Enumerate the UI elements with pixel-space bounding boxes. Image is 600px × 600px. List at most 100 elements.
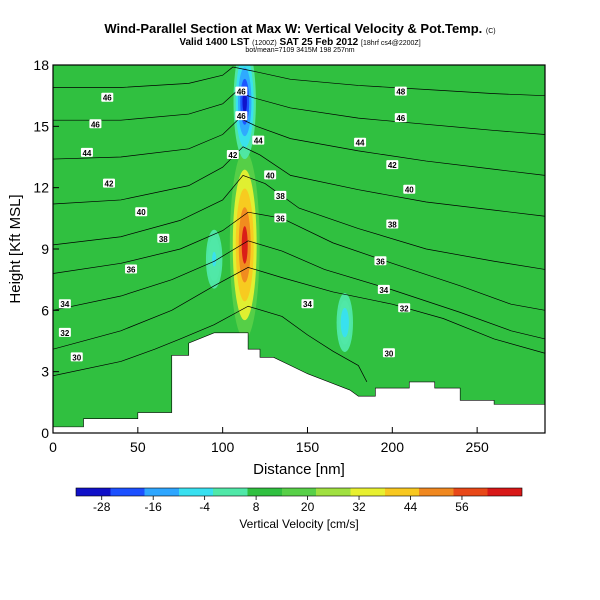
y-tick-label-15: 15 — [33, 118, 49, 134]
contour-label-text: 36 — [276, 214, 285, 223]
contour-label-text: 48 — [396, 88, 405, 97]
y-axis: 0 3 6 9 12 15 18 — [33, 57, 59, 441]
y-tick-label-6: 6 — [41, 302, 49, 318]
contour-label-1: 46 — [89, 119, 102, 129]
plot-area: 46 46 44 42 40 38 36 34 32 30 46 46 44 42 40 38 36 34 48 46… — [53, 65, 545, 433]
colorbar — [75, 487, 523, 497]
velocity-level-0-4 — [241, 226, 248, 264]
x-tick-label-200: 200 — [381, 439, 405, 455]
contour-label-12: 44 — [252, 135, 265, 146]
contour-label-3: 42 — [102, 178, 115, 189]
colorbar-tick-label--28: -28 — [93, 500, 111, 514]
terrain — [53, 332, 545, 433]
contour-label-14: 40 — [264, 170, 277, 180]
x-axis-title: Distance [nm] — [253, 461, 345, 478]
contour-label-text: 36 — [376, 257, 385, 266]
y-tick-label-3: 3 — [41, 364, 49, 380]
x-tick-label-50: 50 — [130, 439, 146, 455]
contour-label-text: 40 — [137, 208, 146, 217]
contour-label-text: 38 — [159, 235, 168, 244]
velocity-level-3-4 — [212, 251, 217, 267]
contour-label-16: 36 — [274, 213, 287, 223]
x-tick-label-0: 0 — [49, 439, 57, 455]
contour-label-text: 38 — [276, 192, 285, 201]
isentrope-44 — [53, 91, 545, 135]
contour-label-5: 38 — [157, 233, 170, 244]
contour-label-22: 40 — [403, 184, 416, 195]
contour-label-18: 48 — [394, 86, 407, 97]
y-tick-label-9: 9 — [41, 241, 49, 257]
contour-label-13: 42 — [226, 149, 239, 160]
contour-label-21: 42 — [386, 160, 399, 170]
contour-label-24: 36 — [374, 256, 387, 266]
colorbar-tick-label-8: 8 — [253, 500, 260, 514]
contour-label-9: 30 — [70, 352, 83, 362]
colorbar-tick-label-32: 32 — [352, 500, 366, 514]
contour-label-text: 46 — [396, 114, 405, 123]
contour-label-text: 46 — [91, 120, 100, 129]
contour-label-7: 34 — [58, 299, 71, 309]
x-axis: 0 50 100 150 200 250 — [49, 427, 489, 455]
contour-label-19: 46 — [394, 113, 407, 123]
contour-label-4: 40 — [135, 207, 148, 217]
y-tick-label-12: 12 — [33, 180, 49, 196]
isentrope-contours — [53, 66, 545, 383]
chart-title: Wind-Parallel Section at Max W: Vertical… — [104, 21, 496, 36]
y-tick-label-18: 18 — [33, 57, 49, 73]
contour-label-text: 32 — [60, 329, 69, 338]
contour-label-text: 46 — [237, 112, 246, 121]
colorbar-ticks: -28 -16 -4 8 20 32 44 56 — [93, 496, 469, 514]
velocity-level-2-4 — [342, 315, 347, 330]
contour-label-text: 40 — [405, 186, 414, 195]
x-tick-label-250: 250 — [465, 439, 489, 455]
contour-label-2: 44 — [80, 147, 93, 158]
velocity-feature-downdraft-mid — [203, 222, 225, 297]
contour-label-25: 34 — [377, 284, 390, 295]
colorbar-tick-label-44: 44 — [404, 500, 418, 514]
colorbar-tick-label-20: 20 — [301, 500, 315, 514]
y-tick-label-0: 0 — [41, 425, 49, 441]
contour-label-text: 34 — [379, 286, 388, 295]
contour-label-text: 42 — [105, 180, 114, 189]
contour-label-6: 36 — [125, 264, 138, 274]
velocity-feature-downdraft-lee — [334, 285, 356, 360]
isentrope-46 — [53, 66, 545, 97]
contour-label-11: 46 — [235, 111, 248, 121]
contour-labels: 46 46 44 42 40 38 36 34 32 30 46 46 44 42 40 38 36 34 48 46… — [58, 86, 416, 362]
contour-label-0: 46 — [101, 92, 114, 103]
contour-label-text: 44 — [254, 137, 263, 146]
colorbar-tick-label--16: -16 — [145, 500, 163, 514]
contour-label-27: 30 — [382, 348, 395, 358]
isentrope-34 — [53, 240, 545, 340]
contour-label-10: 46 — [235, 86, 248, 97]
contour-label-text: 34 — [60, 300, 69, 309]
contour-label-text: 42 — [388, 161, 397, 170]
contour-label-text: 40 — [266, 171, 275, 180]
colorbar-tick-label-56: 56 — [455, 500, 469, 514]
x-tick-label-150: 150 — [296, 439, 320, 455]
y-axis-title: Height [Kft MSL] — [7, 194, 24, 303]
velocity-feature-updraft-core — [229, 150, 260, 339]
chart-subtitle: Valid 1400 LST (1200Z) SAT 25 Feb 2012 [… — [179, 37, 421, 48]
contour-label-8: 32 — [58, 327, 71, 338]
contour-label-23: 38 — [386, 219, 399, 229]
contour-label-text: 38 — [388, 220, 397, 229]
contour-label-text: 46 — [237, 88, 246, 97]
contour-label-15: 38 — [274, 190, 287, 201]
isentrope-38 — [53, 174, 545, 270]
isentrope-30 — [53, 305, 368, 383]
x-tick-label-100: 100 — [211, 439, 235, 455]
contour-label-text: 34 — [303, 300, 312, 309]
contour-label-text: 44 — [82, 149, 91, 158]
isentrope-32 — [53, 267, 545, 354]
contour-label-text: 44 — [356, 139, 365, 148]
colorbar-title: Vertical Velocity [cm/s] — [239, 517, 358, 531]
contour-label-26: 32 — [398, 303, 411, 313]
chart-subtitle-line2: bot/mean=7109 3415M 198 257nm — [245, 47, 355, 54]
isentrope-40 — [53, 146, 545, 217]
contour-label-text: 42 — [228, 151, 237, 160]
contour-label-text: 30 — [384, 349, 393, 358]
isentrope-42 — [53, 117, 545, 176]
